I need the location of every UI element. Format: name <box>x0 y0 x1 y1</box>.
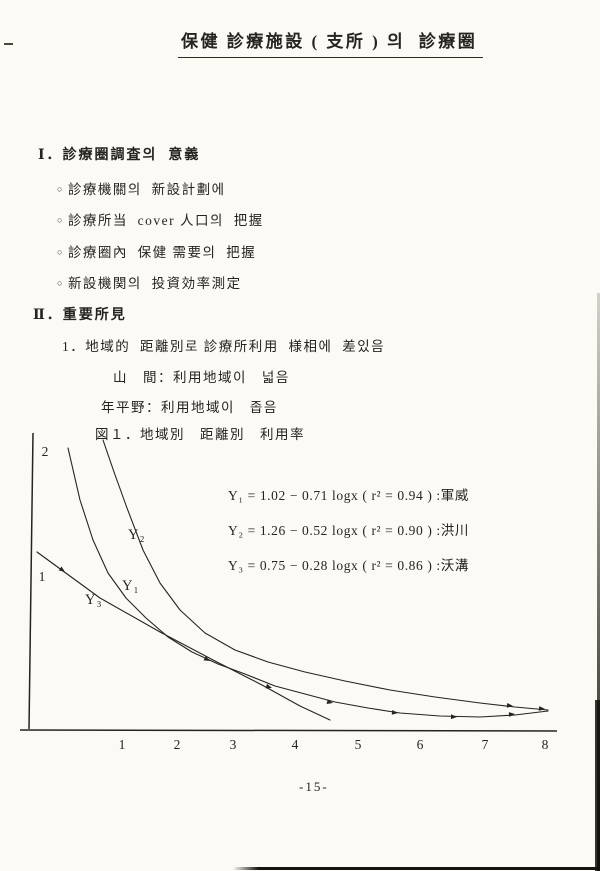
bullet-text-2: 診療所当 cover 人口의 把握 <box>67 213 264 228</box>
page-title: 保健 診療施設 ( 支所 ) 의 診療圈 <box>178 31 484 59</box>
scan-edge-right-dark <box>595 700 600 871</box>
svg-text:Y₃: Y₃ <box>85 592 103 608</box>
bullet-item-4: ○ 新設機関의 投資効率測定 <box>57 276 242 293</box>
equation-y1: Y₁ = 1.02 − 0.71 logx ( r² = 0.94 ) :軍威 <box>228 488 469 503</box>
svg-text:2: 2 <box>174 737 181 752</box>
equation-y2: Y₂ = 1.26 − 0.52 logx ( r² = 0.90 ) :洪川 <box>228 523 469 538</box>
plain-note: 年平野：利用地域이 좁음 <box>101 400 278 415</box>
bullet-text-4: 新設機関의 投資効率測定 <box>67 276 242 291</box>
svg-text:Y₂: Y₂ <box>128 527 146 543</box>
svg-text:5: 5 <box>355 737 362 752</box>
svg-text:3: 3 <box>230 737 237 752</box>
svg-text:6: 6 <box>417 737 424 752</box>
bullet-marker: ○ <box>57 247 64 257</box>
bullet-marker: ○ <box>57 184 64 194</box>
bullet-item-3: ○ 診療圈內 保健 需要의 把握 <box>57 245 256 262</box>
svg-text:Y₁: Y₁ <box>122 578 140 594</box>
scan-edge-bottom <box>233 867 599 870</box>
bullet-item-2: ○ 診療所当 cover 人口의 把握 <box>57 213 264 230</box>
finding-item-1: 1．地域的 距離別로 診療所利用 様相에 差있음 <box>62 339 386 354</box>
figure-caption: 図１．地域別 距離別 利用率 <box>95 427 305 442</box>
svg-text:7: 7 <box>482 737 489 752</box>
svg-text:2: 2 <box>42 444 49 459</box>
section-1-heading: Ⅰ．診療圈調査의 意義 <box>38 148 201 163</box>
section-2-heading: Ⅱ．重要所見 <box>33 308 127 323</box>
svg-text:4: 4 <box>292 737 299 752</box>
equation-y3: Y₃ = 0.75 − 0.28 logx ( r² = 0.86 ) :沃溝 <box>228 558 469 573</box>
svg-text:8: 8 <box>542 737 549 752</box>
bullet-text-3: 診療圈內 保健 需要의 把握 <box>67 245 257 260</box>
svg-text:1: 1 <box>119 737 126 752</box>
bullet-marker: ○ <box>57 215 64 225</box>
mountain-note: 山 間：利用地域이 넓음 <box>113 370 290 385</box>
scan-edge-right <box>597 293 600 871</box>
bullet-text-1: 診療機關의 新設計劃에 <box>67 182 226 197</box>
bullet-item-1: ○ 診療機關의 新設計劃에 <box>57 182 226 199</box>
bullet-marker: ○ <box>57 278 64 288</box>
svg-text:1: 1 <box>39 569 46 584</box>
page-number: -15- <box>299 779 329 794</box>
scan-mark-topleft <box>4 43 13 45</box>
